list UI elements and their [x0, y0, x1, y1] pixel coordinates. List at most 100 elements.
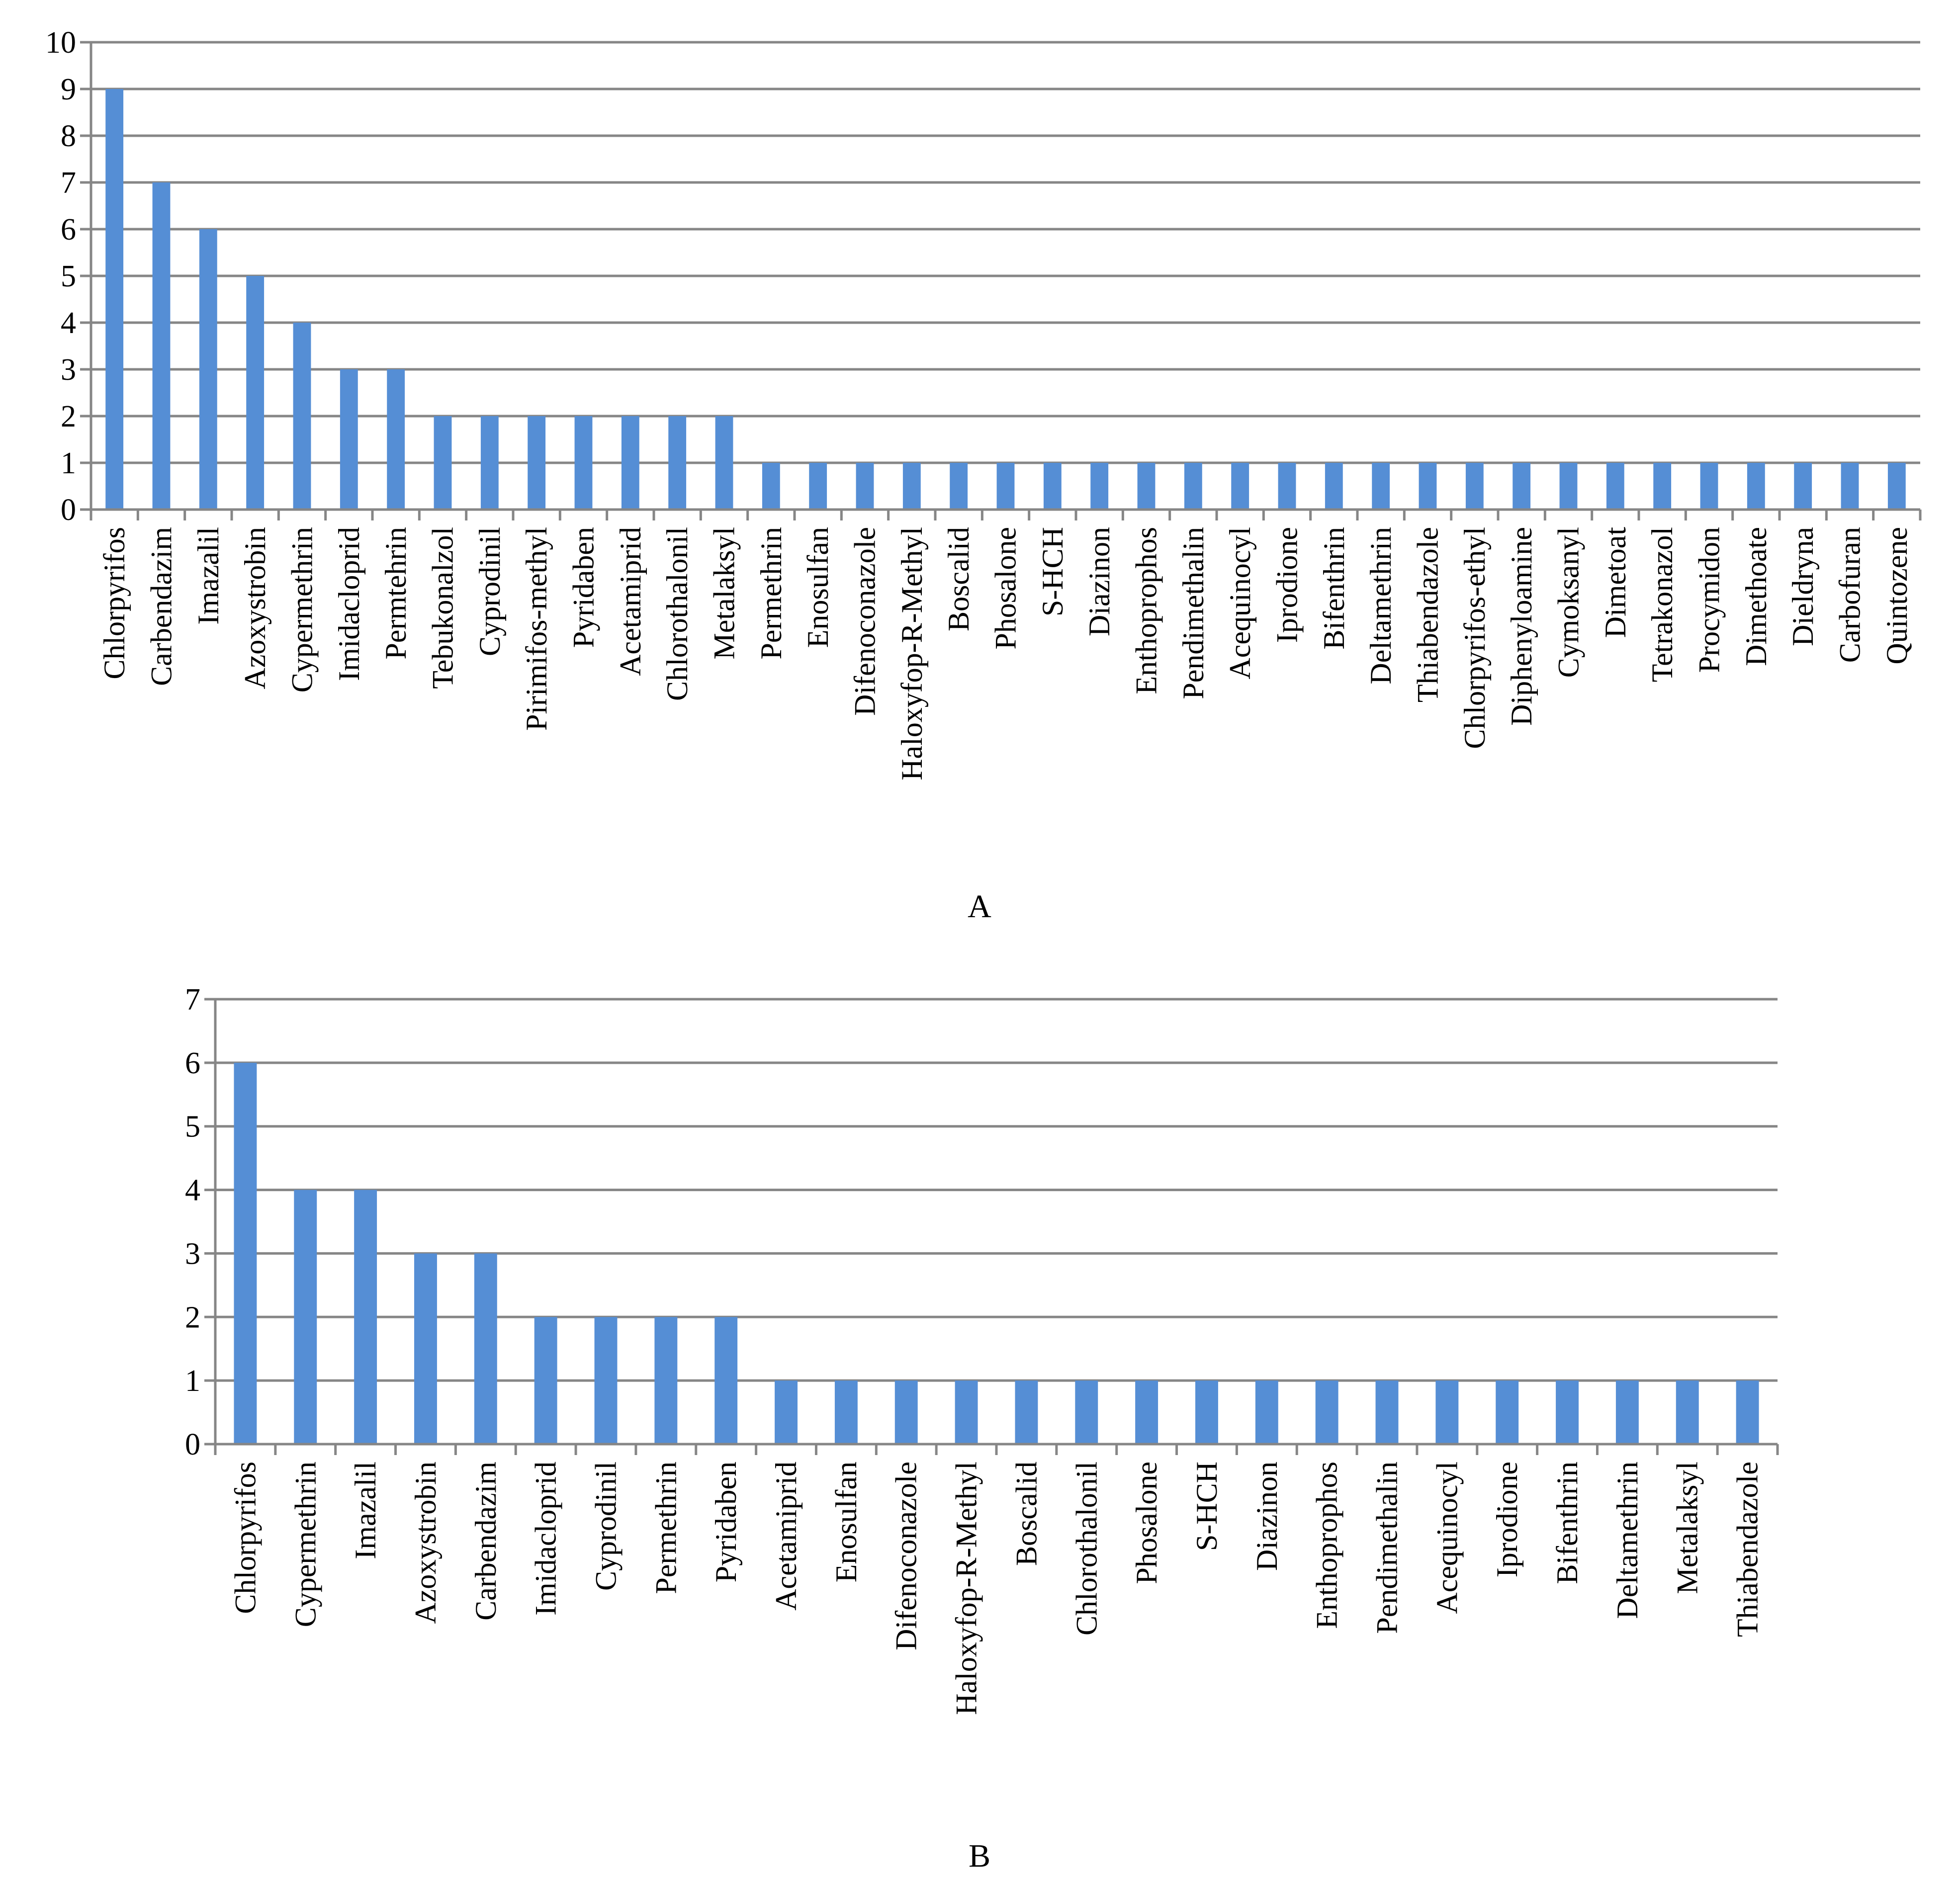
panel-b-bar — [654, 1317, 678, 1444]
panel-b-bar — [1496, 1380, 1519, 1444]
panel-a-x-tick-label: Boscalid — [942, 527, 975, 631]
panel-b-bar — [775, 1380, 798, 1444]
chart-panel-b: 0 1 2 3 4 5 6 7 Chlorpyrifos Cypermethrin Imazali… — [185, 983, 1779, 1874]
panel-a-x-tick-label: Pyridaben — [567, 527, 600, 648]
panel-b-x-tick-labels: Chlorpyrifos Cypermethrin Imazalil Azoxystr… — [229, 1462, 1764, 1715]
panel-a-bar — [387, 369, 405, 510]
panel-a-x-tick-label: Dimethoate — [1740, 527, 1773, 666]
panel-b-x-tick-label: Carbendazim — [469, 1462, 502, 1621]
panel-a-x-tick-label: Difenoconazole — [849, 527, 882, 716]
panel-b-bar — [1075, 1380, 1098, 1444]
panel-b-y-tick-label: 3 — [185, 1237, 200, 1271]
panel-a-x-tick-label: Acetamiprid — [614, 527, 647, 676]
panel-a-x-tick-label: Acequinocyl — [1224, 527, 1256, 680]
panel-b-bar — [955, 1380, 978, 1444]
panel-a-bar — [1559, 463, 1578, 510]
panel-a-x-tick-label: Haloxyfop-R-Methyl — [895, 527, 928, 780]
panel-b-x-tick-label: Cypermethrin — [289, 1462, 322, 1627]
panel-a-bar — [293, 323, 311, 510]
panel-b-x-tick-label: Pendimethalin — [1371, 1462, 1404, 1634]
panel-b-y-tick-label: 2 — [185, 1300, 200, 1334]
panel-b-x-tick-label: Imazalil — [349, 1462, 382, 1559]
panel-a-x-tick-label: Chlorothalonil — [661, 527, 694, 701]
panel-b-y-tick-label: 4 — [185, 1174, 200, 1207]
panel-a-bar — [1090, 463, 1109, 510]
panel-b-bar — [1255, 1380, 1278, 1444]
panel-b-bar — [414, 1253, 437, 1444]
panel-a-bar — [950, 463, 968, 510]
panel-a-x-tick-label: Permethrin — [755, 527, 788, 660]
panel-a-bar — [199, 229, 217, 510]
panel-a-y-tick-label: 8 — [61, 119, 76, 153]
panel-b-bar — [1615, 1380, 1639, 1444]
panel-a-bar — [152, 182, 171, 510]
panel-a-bar — [762, 463, 780, 510]
panel-b-bar — [354, 1190, 377, 1444]
panel-a-axes — [80, 41, 1922, 520]
panel-a-x-tick-label: Imazalil — [192, 527, 225, 625]
panel-a-x-tick-label: Diazinon — [1083, 527, 1116, 636]
panel-a-bar — [1137, 463, 1156, 510]
panel-a-y-tick-label: 2 — [61, 400, 76, 433]
panel-b-x-tick-label: Diazinon — [1250, 1462, 1283, 1571]
panel-a-bar — [809, 463, 827, 510]
panel-a-bar — [1606, 463, 1624, 510]
panel-a-bar — [856, 463, 874, 510]
panel-b-x-tick-label: Metalaksyl — [1671, 1462, 1704, 1594]
panel-a-bar — [668, 416, 687, 510]
panel-b-x-tick-label: Phosalone — [1130, 1462, 1163, 1584]
panel-a-bar — [434, 416, 452, 510]
panel-a-bar — [1278, 463, 1296, 510]
panel-a-bars — [105, 89, 1906, 510]
panel-b-bar — [1736, 1380, 1759, 1444]
panel-a-x-tick-label: S-HCH — [1036, 527, 1069, 616]
panel-a-x-tick-label: Chlorpyrifos — [98, 527, 131, 680]
panel-a-bar — [1794, 463, 1812, 510]
panel-a-bar — [480, 416, 499, 510]
panel-a-x-tick-label: Diphenyloamine — [1505, 527, 1538, 726]
panel-a-bar — [1231, 463, 1249, 510]
panel-a-bar — [902, 463, 921, 510]
panel-a-x-tick-label: Bifenthrin — [1318, 527, 1350, 650]
panel-a-y-tick-label: 4 — [61, 306, 76, 340]
panel-b-x-tick-label: Enosulfan — [830, 1462, 863, 1582]
panel-b-bar — [1195, 1380, 1218, 1444]
panel-b-bar — [534, 1317, 557, 1444]
panel-a-x-tick-label: Dimetoat — [1599, 527, 1632, 638]
panel-a-x-tick-label: Cymoksanyl — [1552, 527, 1585, 678]
panel-b-x-tick-label: Iprodione — [1491, 1462, 1523, 1577]
panel-b-bar — [1135, 1380, 1158, 1444]
panel-a-bar — [1184, 463, 1202, 510]
panel-a-bar — [996, 463, 1015, 510]
panel-b-x-tick-label: Chlorpyrifos — [229, 1462, 262, 1614]
panel-b-x-tick-label: Enthoprophos — [1311, 1462, 1343, 1629]
panel-b-bar — [474, 1253, 497, 1444]
panel-a-y-tick-labels: 0 1 2 3 4 5 6 7 8 9 10 — [45, 26, 76, 527]
panel-a-x-tick-label: Enosulfan — [802, 527, 834, 648]
panel-a-bar — [340, 369, 358, 510]
panel-a-bar — [1419, 463, 1437, 510]
panel-b-x-tick-label: Haloxyfop-R-Methyl — [950, 1462, 983, 1715]
panel-a-y-tick-label: 9 — [61, 73, 76, 106]
panel-b-y-tick-labels: 0 1 2 3 4 5 6 7 — [185, 983, 200, 1462]
panel-b-x-tick-label: Thiabendazole — [1731, 1462, 1764, 1637]
panel-b-x-tick-label: Chlorothalonil — [1070, 1462, 1103, 1636]
panel-b-bar — [1676, 1380, 1699, 1444]
panel-a-x-tick-label: Procymidon — [1693, 527, 1726, 673]
panel-a-bar — [1372, 463, 1390, 510]
panel-b-x-tick-label: Bifenthrin — [1551, 1462, 1584, 1584]
panel-b-axes — [204, 998, 1779, 1455]
panel-a-bar — [574, 416, 593, 510]
panel-a-x-tick-label: Pirimifos-methyl — [520, 527, 553, 731]
panel-b-x-tick-label: Pyridaben — [710, 1462, 742, 1582]
panel-a-y-tick-label: 3 — [61, 353, 76, 387]
panel-a-bar — [1887, 463, 1906, 510]
panel-b-y-tick-label: 7 — [185, 983, 200, 1017]
panel-a-x-tick-label: Iprodione — [1271, 527, 1304, 643]
panel-a-y-tick-label: 7 — [61, 166, 76, 200]
panel-a-x-tick-label: Tetrakonazol — [1646, 527, 1679, 682]
panel-b-x-tick-label: S-HCH — [1190, 1462, 1223, 1551]
panel-b-bar — [1315, 1380, 1338, 1444]
panel-b-x-tick-label: Imidacloprid — [530, 1462, 562, 1616]
